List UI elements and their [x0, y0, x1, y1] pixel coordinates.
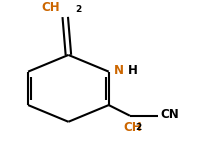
Text: CH: CH — [124, 121, 142, 134]
Text: N: N — [114, 64, 124, 77]
Text: 2: 2 — [75, 5, 81, 14]
Text: H: H — [128, 64, 138, 77]
Text: CN: CN — [161, 108, 179, 121]
Text: 2: 2 — [135, 123, 141, 132]
Text: CH: CH — [41, 1, 60, 14]
